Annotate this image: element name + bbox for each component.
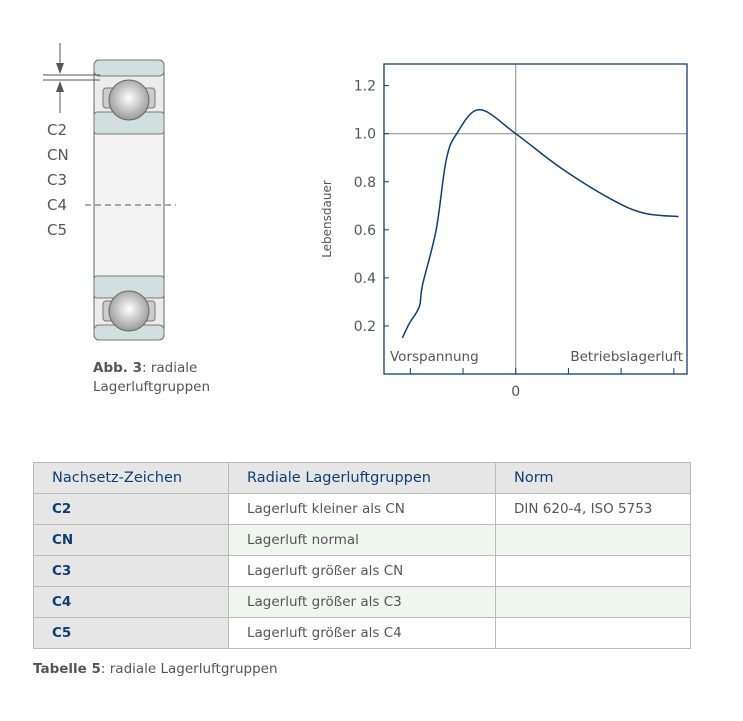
cell-suffix: C5 [33,617,229,649]
table-row: CN Lagerluft normal [33,524,691,556]
cell-suffix: C2 [33,493,229,525]
label-c4: C4 [47,196,68,214]
label-c5: C5 [47,221,68,239]
table-row: C2 Lagerluft kleiner als CN DIN 620-4, ISO… [33,493,691,525]
table-row: C3 Lagerluft größer als CN [33,555,691,587]
plot-frame [383,63,688,375]
cell-norm [495,586,691,618]
y-tick-label: 0.2 [354,319,376,335]
y-tick-label: 0.6 [354,223,376,239]
label-c3: C3 [47,171,68,189]
table-caption: Tabelle 5: radiale Lagerluftgruppen [33,661,278,677]
cell-suffix: CN [33,524,229,556]
cell-suffix: C3 [33,555,229,587]
header-groups: Radiale Lagerluftgruppen [228,462,496,494]
region-label-clearance: Betriebslagerluft [570,349,683,365]
ball-top [108,79,150,121]
y-tick-label: 0.4 [354,271,376,287]
cell-group: Lagerluft kleiner als CN [228,493,496,525]
y-tick-label: 1.0 [354,127,376,143]
clearance-table: Nachsetz-Zeichen Radiale Lagerluftgruppe… [33,462,691,649]
cell-suffix: C4 [33,586,229,618]
y-tick-label: 0.8 [354,175,376,191]
label-c2: C2 [47,121,68,139]
lifetime-chart: 0.2 0.4 0.6 0.8 1.0 1.2 0 Vorspannung Betriebsla… [320,63,688,400]
ball-bottom [108,290,150,332]
cell-group: Lagerluft normal [228,524,496,556]
cell-group: Lagerluft größer als CN [228,555,496,587]
bearing-drawing [43,43,176,341]
cell-group: Lagerluft größer als C3 [228,586,496,618]
region-label-preload: Vorspannung [390,349,479,365]
y-axis-label: Lebensdauer [320,180,334,258]
arrow-down-icon [56,63,64,74]
label-cn: CN [47,146,69,164]
header-suffix: Nachsetz-Zeichen [33,462,229,494]
arrow-up-icon [56,81,64,92]
header-norm: Norm [495,462,691,494]
lifetime-curve [401,108,679,339]
cell-group: Lagerluft größer als C4 [228,617,496,649]
table-row: C4 Lagerluft größer als C3 [33,586,691,618]
figure-caption: Abb. 3: radiale Lagerluftgruppen [93,360,211,395]
cell-norm [495,555,691,587]
x-tick-label-zero: 0 [511,384,520,400]
cell-norm [495,617,691,649]
cell-norm: DIN 620-4, ISO 5753 [495,493,691,525]
cell-norm [495,524,691,556]
y-tick-label: 1.2 [354,79,376,95]
table-row: C5 Lagerluft größer als C4 [33,617,691,649]
